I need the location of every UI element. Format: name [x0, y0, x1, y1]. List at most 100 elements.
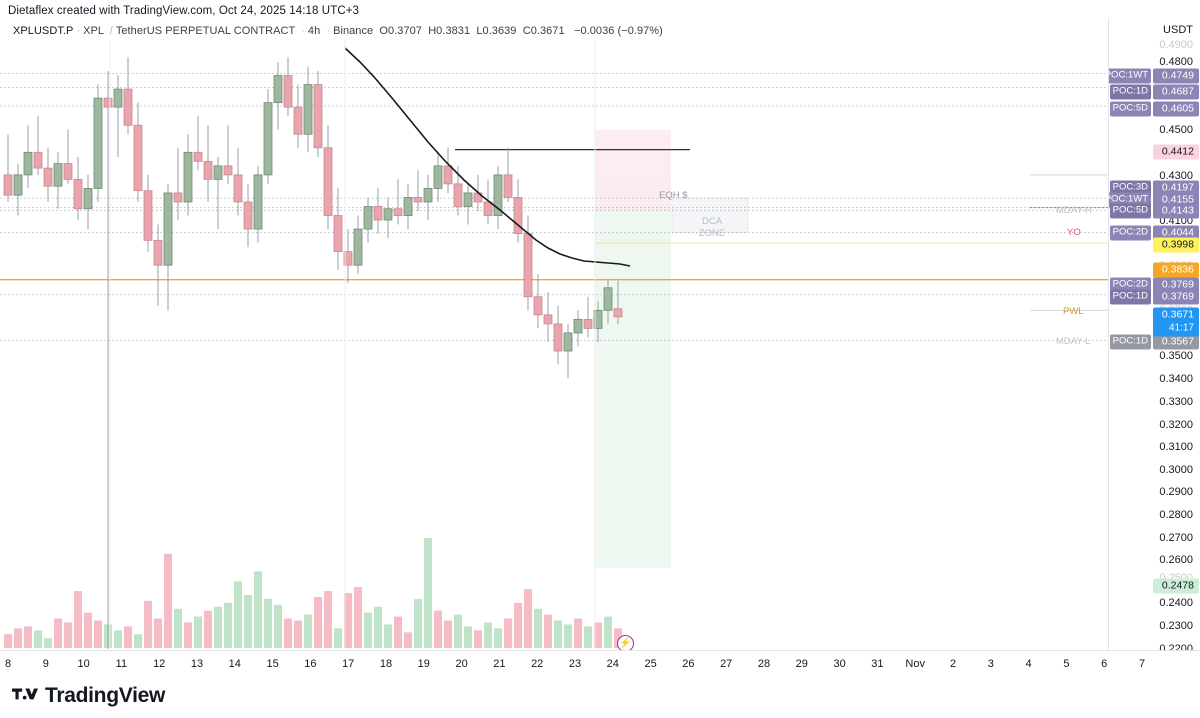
- candle-body: [383, 208, 393, 221]
- lightning-glyph: ⚡: [619, 638, 632, 649]
- price-tick: 0.3200: [1159, 419, 1193, 431]
- poc-tag[interactable]: POC:1WT: [1109, 68, 1151, 84]
- poc-tag[interactable]: POC:2D: [1109, 225, 1151, 241]
- price-tick: 0.3000: [1159, 464, 1193, 476]
- time-tick: 25: [644, 658, 657, 670]
- volume-bar: [344, 593, 352, 648]
- price-badge[interactable]: 0.4749: [1153, 68, 1199, 84]
- volume-bar: [214, 606, 222, 648]
- volume-bar: [224, 602, 232, 648]
- legend-high: H0.3831: [428, 25, 471, 37]
- volume-bar: [454, 614, 462, 648]
- price-badge[interactable]: 0.3567: [1153, 334, 1199, 350]
- time-tick: 10: [77, 658, 90, 670]
- candle-body: [123, 88, 133, 126]
- volume-bar: [294, 620, 302, 648]
- price-badge[interactable]: 0.4412: [1153, 144, 1199, 160]
- price-tick: 0.3100: [1159, 441, 1193, 453]
- legend-change: −0.0036 (−0.97%): [573, 25, 663, 37]
- legend-open: O0.3707: [379, 25, 422, 37]
- price-badge[interactable]: 0.4197: [1153, 180, 1199, 196]
- time-tick: 16: [304, 658, 317, 670]
- price-badge[interactable]: 0.2478: [1153, 578, 1199, 594]
- price-tick: 0.2200: [1159, 643, 1193, 650]
- candle-body: [13, 174, 23, 196]
- volume-bar: [94, 620, 102, 648]
- candle-body: [273, 75, 283, 104]
- price-tick: 0.3400: [1159, 373, 1193, 385]
- candle-body: [403, 197, 413, 216]
- volume-bar: [444, 620, 452, 648]
- legend-exchange: Binance: [333, 25, 374, 37]
- price-axis[interactable]: USDT 0.49000.48000.47000.45000.43000.410…: [1108, 18, 1200, 650]
- time-tick: 22: [531, 658, 544, 670]
- candle-body: [83, 188, 93, 210]
- candle-body: [443, 165, 453, 185]
- dca-zone-line2: ZONE: [698, 228, 726, 239]
- price-badge[interactable]: 0.4687: [1153, 84, 1199, 100]
- chart-legend: XPLUSDT.P · XPL / TetherUS PERPETUAL CONTRA…: [13, 25, 663, 37]
- candle-body: [603, 287, 613, 311]
- volume-bar: [334, 628, 342, 648]
- candle-body: [253, 174, 263, 230]
- volume-bar: [424, 538, 432, 648]
- candle-body: [243, 201, 253, 230]
- candle-body: [423, 188, 433, 203]
- time-axis[interactable]: 8 9 10 11 12 13 14 15 16 17 18 19 20 21 22 23 24 25 26 27 28…: [0, 650, 1200, 677]
- candle-body: [563, 332, 573, 352]
- volume-bar: [114, 630, 122, 648]
- legend-symbol[interactable]: XPLUSDT.P: [13, 25, 74, 37]
- volume-bar: [204, 610, 212, 648]
- candle-body: [513, 197, 523, 234]
- volume-bar: [264, 598, 272, 648]
- candle-body: [233, 174, 243, 203]
- price-badge[interactable]: 0.4143: [1153, 203, 1199, 219]
- candle-body: [553, 323, 563, 352]
- dca-zone-box: [671, 197, 749, 234]
- candle-body: [323, 147, 333, 216]
- time-tick: 4: [1025, 658, 1032, 670]
- volume-bar: [364, 612, 372, 648]
- candle-body: [363, 206, 373, 230]
- poc-tag[interactable]: POC:2D: [1109, 277, 1151, 293]
- poc-tag[interactable]: POC:1D: [1109, 334, 1151, 350]
- poc-tag[interactable]: POC:1D: [1109, 84, 1151, 100]
- price-badge[interactable]: 0.4044: [1153, 225, 1199, 241]
- price-badge[interactable]: 0.3769: [1153, 277, 1199, 293]
- price-badge[interactable]: 0.4605: [1153, 101, 1199, 117]
- poc-tag[interactable]: POC:5D: [1109, 101, 1151, 117]
- candle-body: [93, 97, 103, 189]
- volume-bar: [524, 589, 532, 648]
- volume-bar: [464, 626, 472, 648]
- poc-tag[interactable]: POC:1D: [1109, 289, 1151, 305]
- price-badge[interactable]: 0.3998: [1153, 237, 1199, 253]
- volume-bar: [514, 602, 522, 648]
- volume-bar: [174, 608, 182, 648]
- volume-bar: [474, 630, 482, 648]
- price-tick: 0.2800: [1159, 509, 1193, 521]
- chart-canvas: [0, 40, 1108, 649]
- price-badge[interactable]: 0.3769: [1153, 289, 1199, 305]
- time-tick: 31: [871, 658, 884, 670]
- current-price-value: 0.3671: [1161, 308, 1194, 321]
- time-tick: 29: [795, 658, 808, 670]
- current-price-badge[interactable]: 0.3671 41:17: [1153, 307, 1199, 337]
- candle-body: [353, 228, 363, 266]
- tradingview-logo[interactable]: TradingView: [12, 684, 165, 708]
- price-chart-plot[interactable]: EQH $ MDAY-H YO PWL MDAY-L DCA ZONE: [0, 40, 1108, 650]
- poc-tag[interactable]: POC:3D: [1109, 180, 1151, 196]
- candle-body: [263, 102, 273, 176]
- time-tick: 3: [987, 658, 994, 670]
- legend-interval[interactable]: 4h: [307, 25, 321, 37]
- price-tick: 0.4300: [1159, 170, 1193, 182]
- volume-bar: [564, 624, 572, 648]
- volume-bar: [194, 616, 202, 648]
- poc-tag[interactable]: POC:5D: [1109, 203, 1151, 219]
- candle-body: [583, 318, 593, 329]
- volume-bar: [604, 616, 612, 648]
- volume-bar: [14, 628, 22, 648]
- price-badge[interactable]: 0.3836: [1153, 262, 1199, 278]
- candle-body: [393, 208, 403, 216]
- volume-bar: [584, 626, 592, 648]
- candle-body: [143, 190, 153, 241]
